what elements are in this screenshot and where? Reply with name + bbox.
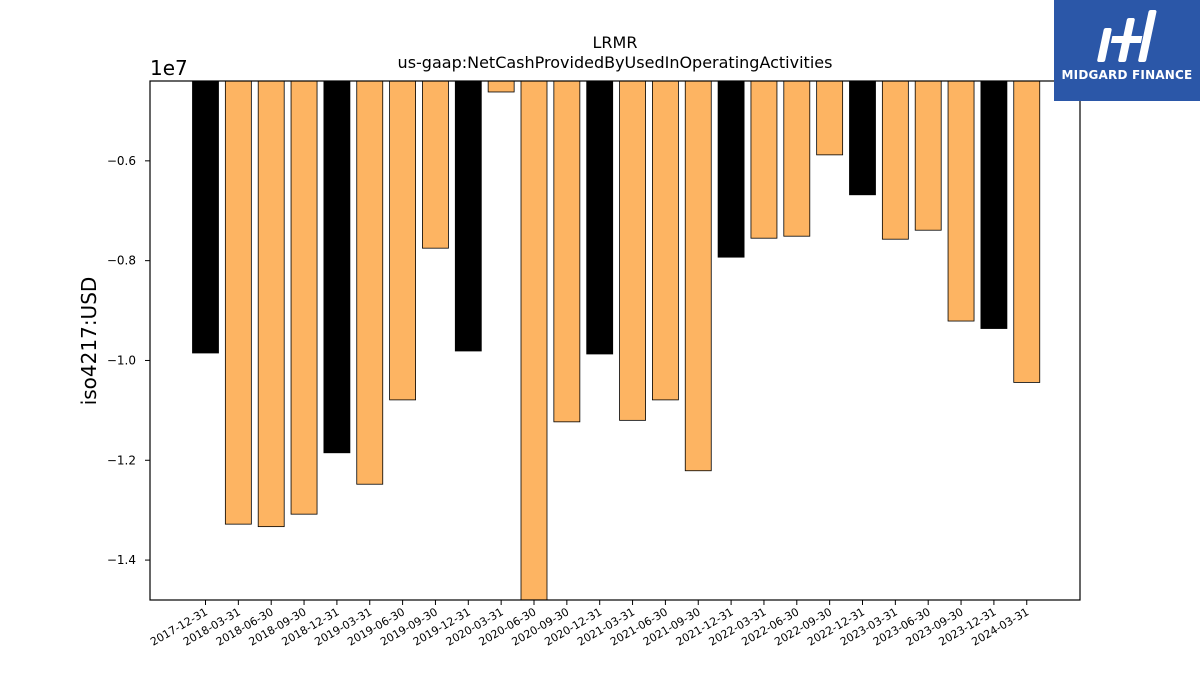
bar-2022-12-31 <box>849 80 876 196</box>
bar-2022-06-30 <box>783 80 811 237</box>
bar-2023-12-31 <box>980 80 1008 329</box>
y-tick-label: −1.2 <box>107 453 136 467</box>
bar-2023-09-30 <box>947 80 975 322</box>
bar-2019-06-30 <box>389 80 417 401</box>
bar-2018-06-30 <box>257 80 285 528</box>
logo-text: MIDGARD FINANCE <box>1061 68 1193 82</box>
bar-2022-03-31 <box>750 80 778 239</box>
y-axis-label: iso4217:USD <box>77 277 101 406</box>
y-tick-label: −0.8 <box>107 254 136 268</box>
y-tick-label: −1.0 <box>107 353 136 367</box>
bar-2021-12-31 <box>717 80 745 258</box>
bar-2022-09-30 <box>816 80 844 156</box>
bar-2018-09-30 <box>290 80 318 515</box>
y-multiplier-label: 1e7 <box>150 56 188 80</box>
bars <box>192 80 1041 601</box>
bar-2019-09-30 <box>422 80 449 249</box>
chart-title: LRMR <box>593 33 638 52</box>
bar-2023-03-31 <box>881 80 909 240</box>
bar-2019-12-31 <box>454 80 482 352</box>
bar-2021-06-30 <box>652 80 679 401</box>
bar-2021-09-30 <box>684 80 712 472</box>
brand-logo: MIDGARD FINANCE <box>1054 0 1200 101</box>
y-tick-label: −1.4 <box>107 553 136 567</box>
bar-2020-06-30 <box>520 80 548 601</box>
y-ticks: −0.6 −0.8 −1.0 −1.2 −1.4 <box>107 154 150 567</box>
logo-mark-icon <box>1097 10 1157 62</box>
bar-2020-03-31 <box>487 80 515 93</box>
bar-2018-12-31 <box>323 80 351 454</box>
y-tick-label: −0.6 <box>107 154 136 168</box>
x-ticks: 2017-12-312018-03-312018-06-302018-09-30… <box>148 600 1031 649</box>
bar-2017-12-31 <box>192 80 219 354</box>
bar-2020-12-31 <box>586 80 614 355</box>
chart-subtitle: us-gaap:NetCashProvidedByUsedInOperating… <box>398 53 833 72</box>
plot-frame <box>149 80 1081 601</box>
bar-2024-03-31 <box>1013 80 1041 383</box>
bar-2019-03-31 <box>356 80 384 485</box>
bar-2021-03-31 <box>619 80 646 421</box>
bar-2018-03-31 <box>224 80 252 525</box>
bar-2020-09-30 <box>553 80 581 423</box>
bar-2023-06-30 <box>914 80 942 231</box>
